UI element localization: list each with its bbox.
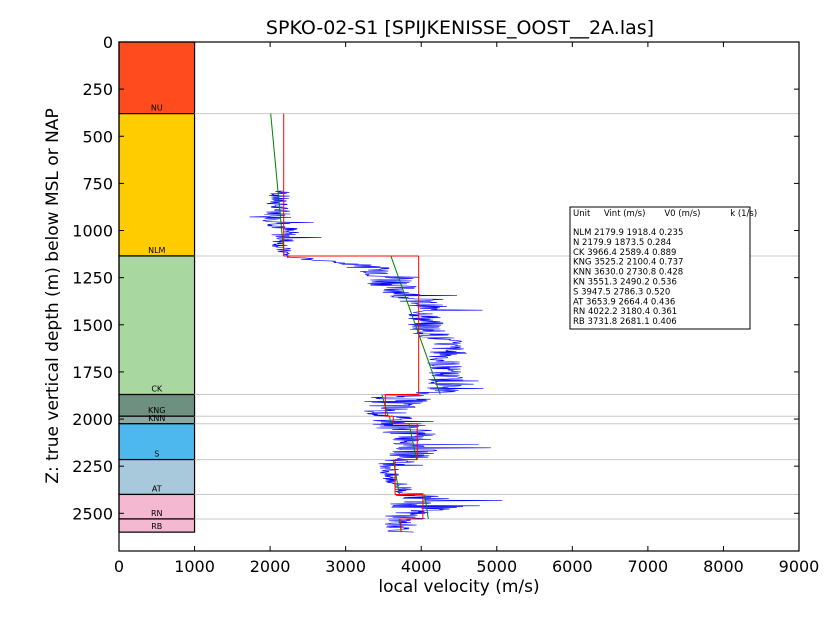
model-line-at xyxy=(392,459,400,495)
y-tick-label: 250 xyxy=(82,80,113,99)
parameter-table-row: KNG 3525.2 2100.4 0.737 xyxy=(573,258,683,268)
chart-title: SPKO-02-S1 [SPIJKENISSE_OOST__2A.las] xyxy=(266,17,654,39)
parameter-table: Unit Vint (m/s) V0 (m/s) k (1/s) NLM 217… xyxy=(569,206,757,330)
unit-label-at: AT xyxy=(152,484,162,493)
parameter-table-row: S 3947.5 2786.3 0.520 xyxy=(573,287,670,297)
y-tick-label: 2000 xyxy=(72,410,113,429)
y-tick-label: 750 xyxy=(82,174,113,193)
y-tick-label: 1250 xyxy=(72,269,113,288)
parameter-table-row: AT 3653.9 2664.4 0.436 xyxy=(573,297,675,307)
y-tick-label: 1500 xyxy=(72,316,113,335)
unit-label-rn: RN xyxy=(151,509,163,518)
unit-block-nlm xyxy=(118,113,196,257)
unit-label-ck: CK xyxy=(151,385,163,394)
y-tick-label: 1000 xyxy=(72,222,113,241)
x-tick-label: 2000 xyxy=(250,557,291,576)
y-tick-label: 2500 xyxy=(72,504,113,523)
y-axis-ticks: 0 250 500 750 1000 1250 1500 1750 2000 2250 2500 xyxy=(72,33,799,523)
parameter-table-box xyxy=(569,206,751,330)
x-axis-title: local velocity (m/s) xyxy=(378,577,539,597)
x-tick-label: 7000 xyxy=(628,557,669,576)
parameter-table-row: KNN 3630.0 2730.8 0.428 xyxy=(573,268,683,278)
y-tick-label: 2250 xyxy=(72,457,113,476)
y-axis-title: Z: true vertical depth (m) below MSL or … xyxy=(43,108,63,483)
x-tick-label: 1000 xyxy=(174,557,215,576)
y-tick-label: 0 xyxy=(103,33,113,52)
x-tick-label: 9000 xyxy=(779,557,820,576)
unit-block-at xyxy=(118,458,196,496)
unit-label-knn: KNN xyxy=(148,414,165,423)
model-line-ck xyxy=(390,255,441,395)
parameter-table-row: RB 3731.8 2681.1 0.406 xyxy=(573,317,677,327)
unit-label-nlm: NLM xyxy=(148,246,165,255)
parameter-table-header: Unit Vint (m/s) V0 (m/s) k (1/s) xyxy=(573,209,757,219)
x-tick-label: 4000 xyxy=(401,557,442,576)
x-tick-label: 0 xyxy=(114,557,124,576)
unit-label-kng: KNG xyxy=(148,406,165,415)
model-line-rn xyxy=(424,494,429,520)
parameter-table-row: RN 4022.2 3180.4 0.361 xyxy=(573,307,677,317)
x-axis-ticks: 0 1000 2000 3000 4000 5000 6000 7000 8000 9000 xyxy=(114,42,819,576)
model-line-knn xyxy=(389,416,392,424)
plot-frame xyxy=(118,41,800,552)
unit-block-rn xyxy=(118,493,196,520)
parameter-table-row: NLM 2179.9 1918.4 0.235 xyxy=(573,228,683,238)
unit-block-ck xyxy=(118,255,196,396)
unit-label-s: S xyxy=(154,450,159,459)
x-tick-label: 3000 xyxy=(325,557,366,576)
unit-label-nu: NU xyxy=(151,104,163,113)
unit-label-rb: RB xyxy=(151,522,162,531)
interval-velocity-lines xyxy=(283,113,424,533)
unit-block-nu xyxy=(118,41,196,115)
y-tick-label: 500 xyxy=(82,127,113,146)
x-tick-label: 5000 xyxy=(476,557,517,576)
v0-k-model-lines xyxy=(270,113,441,533)
y-tick-label: 1750 xyxy=(72,363,113,382)
x-tick-label: 6000 xyxy=(552,557,593,576)
parameter-table-row: KN 3551.3 2490.2 0.536 xyxy=(573,278,677,288)
model-line-nlm xyxy=(270,113,285,257)
x-tick-label: 8000 xyxy=(703,557,744,576)
parameter-table-row: N 2179.9 1873.5 0.284 xyxy=(573,238,671,248)
model-line-s xyxy=(408,423,418,460)
parameter-table-row: CK 3966.4 2589.4 0.889 xyxy=(573,248,676,258)
